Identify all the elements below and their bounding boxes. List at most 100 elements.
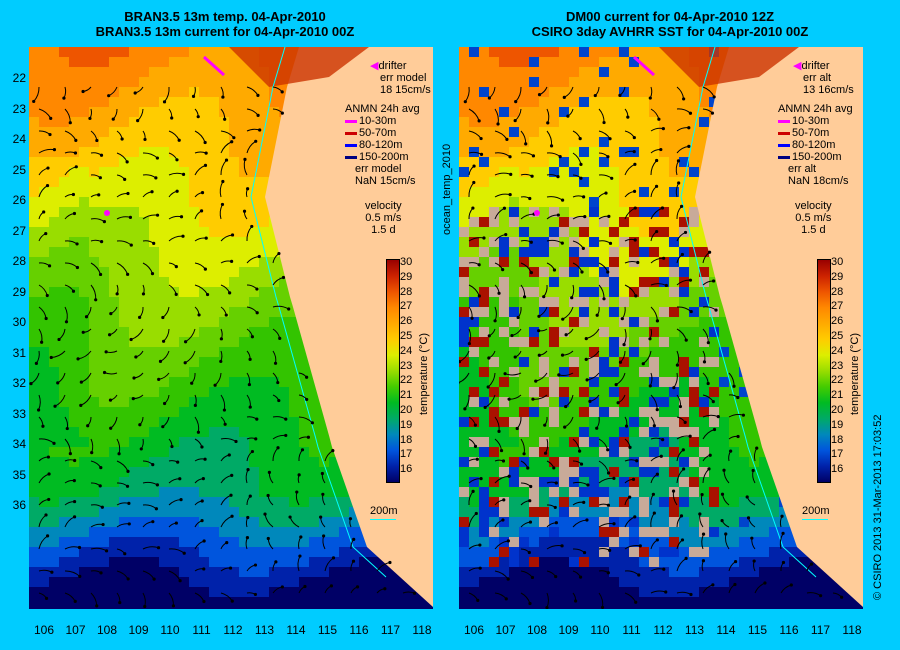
colorbar-tick: 26 bbox=[400, 315, 413, 328]
colorbar-tick: 16 bbox=[400, 463, 413, 476]
colorbar-tick: 21 bbox=[400, 389, 413, 402]
swatch-80-120 bbox=[778, 143, 790, 147]
right-drifter-label: drifter bbox=[801, 60, 830, 72]
colorbar-tick: 18 bbox=[400, 433, 413, 446]
lon-tick: 117 bbox=[810, 623, 831, 637]
left-velocity-speed: 0.5 m/s bbox=[365, 212, 402, 224]
lon-tick: 108 bbox=[526, 623, 548, 637]
lon-tick: 117 bbox=[380, 623, 401, 637]
right-anmn-err: err alt bbox=[788, 163, 817, 175]
left-anmn-50-70: 50-70m bbox=[359, 127, 397, 139]
right-scale-bar bbox=[802, 519, 828, 520]
right-anmn-val: NaN 18cm/s bbox=[788, 175, 849, 187]
lat-tick: 33 bbox=[12, 406, 26, 421]
lat-tick: 32 bbox=[12, 376, 26, 390]
left-drifter-label: drifter bbox=[378, 60, 407, 72]
lon-tick: 106 bbox=[33, 623, 55, 637]
right-anmn-150-200: 150-200m bbox=[792, 151, 842, 163]
side-label: ocean_temp_2010 bbox=[441, 143, 453, 235]
right-drifter-legend: ◀drifter err alt 13 16cm/s bbox=[793, 60, 854, 96]
lon-tick: 116 bbox=[779, 623, 799, 637]
right-drifter-val: 13 16cm/s bbox=[803, 84, 854, 96]
lat-tick: 24 bbox=[12, 132, 26, 146]
colorbar-tick: 30 bbox=[400, 256, 413, 268]
left-velocity-legend: velocity 0.5 m/s 1.5 d bbox=[365, 200, 402, 236]
left-anmn-legend: ANMN 24h avg 10-30m 50-70m 80-120m 150-2… bbox=[345, 103, 420, 187]
current-vectors bbox=[29, 86, 417, 609]
right-velocity-speed: 0.5 m/s bbox=[795, 212, 832, 224]
right-velocity-label: velocity bbox=[795, 200, 832, 212]
right-anmn-80-120: 80-120m bbox=[792, 139, 836, 151]
lat-tick: 28 bbox=[12, 254, 26, 268]
colorbar-tick: 26 bbox=[831, 315, 844, 328]
lon-tick: 112 bbox=[223, 623, 243, 637]
colorbar-tick: 19 bbox=[831, 418, 844, 431]
swatch-150-200 bbox=[345, 155, 357, 159]
drifter-point bbox=[104, 210, 110, 216]
colorbar-tick: 22 bbox=[831, 374, 844, 387]
lon-tick: 107 bbox=[495, 623, 516, 637]
lon-tick: 111 bbox=[192, 623, 211, 637]
left-title-line2: BRAN3.5 13m current for 04-Apr-2010 00Z bbox=[95, 24, 355, 39]
swatch-10-30 bbox=[778, 119, 790, 123]
lat-tick: 23 bbox=[12, 101, 26, 116]
lon-tick: 110 bbox=[160, 623, 180, 637]
left-colorbar bbox=[386, 259, 400, 483]
left-map-panel bbox=[29, 47, 433, 609]
left-velocity-time: 1.5 d bbox=[371, 224, 396, 236]
lon-tick: 112 bbox=[653, 623, 673, 637]
right-title-line1: DM00 current for 04-Apr-2010 12Z bbox=[565, 9, 775, 24]
colorbar-tick: 27 bbox=[400, 300, 413, 313]
left-drifter-err: err model bbox=[380, 72, 427, 84]
right-anmn-title: ANMN 24h avg bbox=[778, 103, 853, 115]
lon-tick: 114 bbox=[716, 623, 736, 637]
left-scale-bar bbox=[370, 519, 396, 520]
lon-tick: 114 bbox=[286, 623, 306, 637]
lat-tick: 30 bbox=[12, 315, 26, 329]
colorbar-tick: 23 bbox=[831, 359, 844, 372]
lon-tick: 118 bbox=[842, 623, 862, 637]
drifter-track bbox=[202, 55, 226, 77]
lon-tick: 116 bbox=[349, 623, 369, 637]
left-anmn-val: NaN 15cm/s bbox=[355, 175, 416, 187]
lon-tick: 110 bbox=[590, 623, 610, 637]
right-colorbar bbox=[817, 259, 831, 483]
lon-tick: 113 bbox=[254, 623, 275, 637]
lat-tick: 25 bbox=[12, 162, 26, 177]
left-anmn-150-200: 150-200m bbox=[359, 151, 409, 163]
right-colorbar-label: temperature (°C) bbox=[849, 332, 861, 415]
colorbar-tick: 17 bbox=[831, 448, 844, 461]
swatch-50-70 bbox=[778, 131, 790, 135]
swatch-50-70 bbox=[345, 131, 357, 135]
lon-tick: 118 bbox=[412, 623, 432, 637]
colorbar-tick: 23 bbox=[400, 359, 413, 372]
lat-tick: 35 bbox=[12, 467, 26, 482]
colorbar-tick: 24 bbox=[400, 344, 413, 357]
colorbar-tick: 30 bbox=[831, 256, 844, 268]
right-anmn-50-70: 50-70m bbox=[792, 127, 830, 139]
left-anmn-10-30: 10-30m bbox=[359, 115, 397, 127]
colorbar-tick: 25 bbox=[831, 330, 844, 342]
lon-tick: 108 bbox=[96, 623, 118, 637]
swatch-80-120 bbox=[345, 143, 357, 147]
lat-tick: 22 bbox=[12, 71, 26, 85]
current-vectors bbox=[459, 86, 844, 609]
lon-tick: 113 bbox=[684, 623, 705, 637]
left-title: BRAN3.5 13m temp. 04-Apr-2010 BRAN3.5 13… bbox=[60, 9, 390, 39]
isobath-200m bbox=[680, 47, 817, 578]
colorbar-tick: 17 bbox=[400, 448, 413, 461]
lon-tick: 109 bbox=[128, 623, 149, 637]
colorbar-tick: 21 bbox=[831, 389, 844, 402]
drifter-icon: ◀ bbox=[793, 60, 802, 72]
lat-tick: 26 bbox=[12, 193, 26, 207]
colorbar-tick: 28 bbox=[831, 285, 844, 298]
lat-tick: 34 bbox=[12, 437, 26, 451]
lon-tick: 115 bbox=[747, 623, 768, 637]
lat-tick: 36 bbox=[12, 498, 26, 512]
right-drifter-err: err alt bbox=[803, 72, 832, 84]
lon-tick: 111 bbox=[622, 623, 641, 637]
lat-tick: 31 bbox=[12, 345, 26, 360]
left-anmn-err: err model bbox=[355, 163, 402, 175]
left-map bbox=[29, 47, 433, 609]
drifter-icon: ◀ bbox=[370, 60, 379, 72]
